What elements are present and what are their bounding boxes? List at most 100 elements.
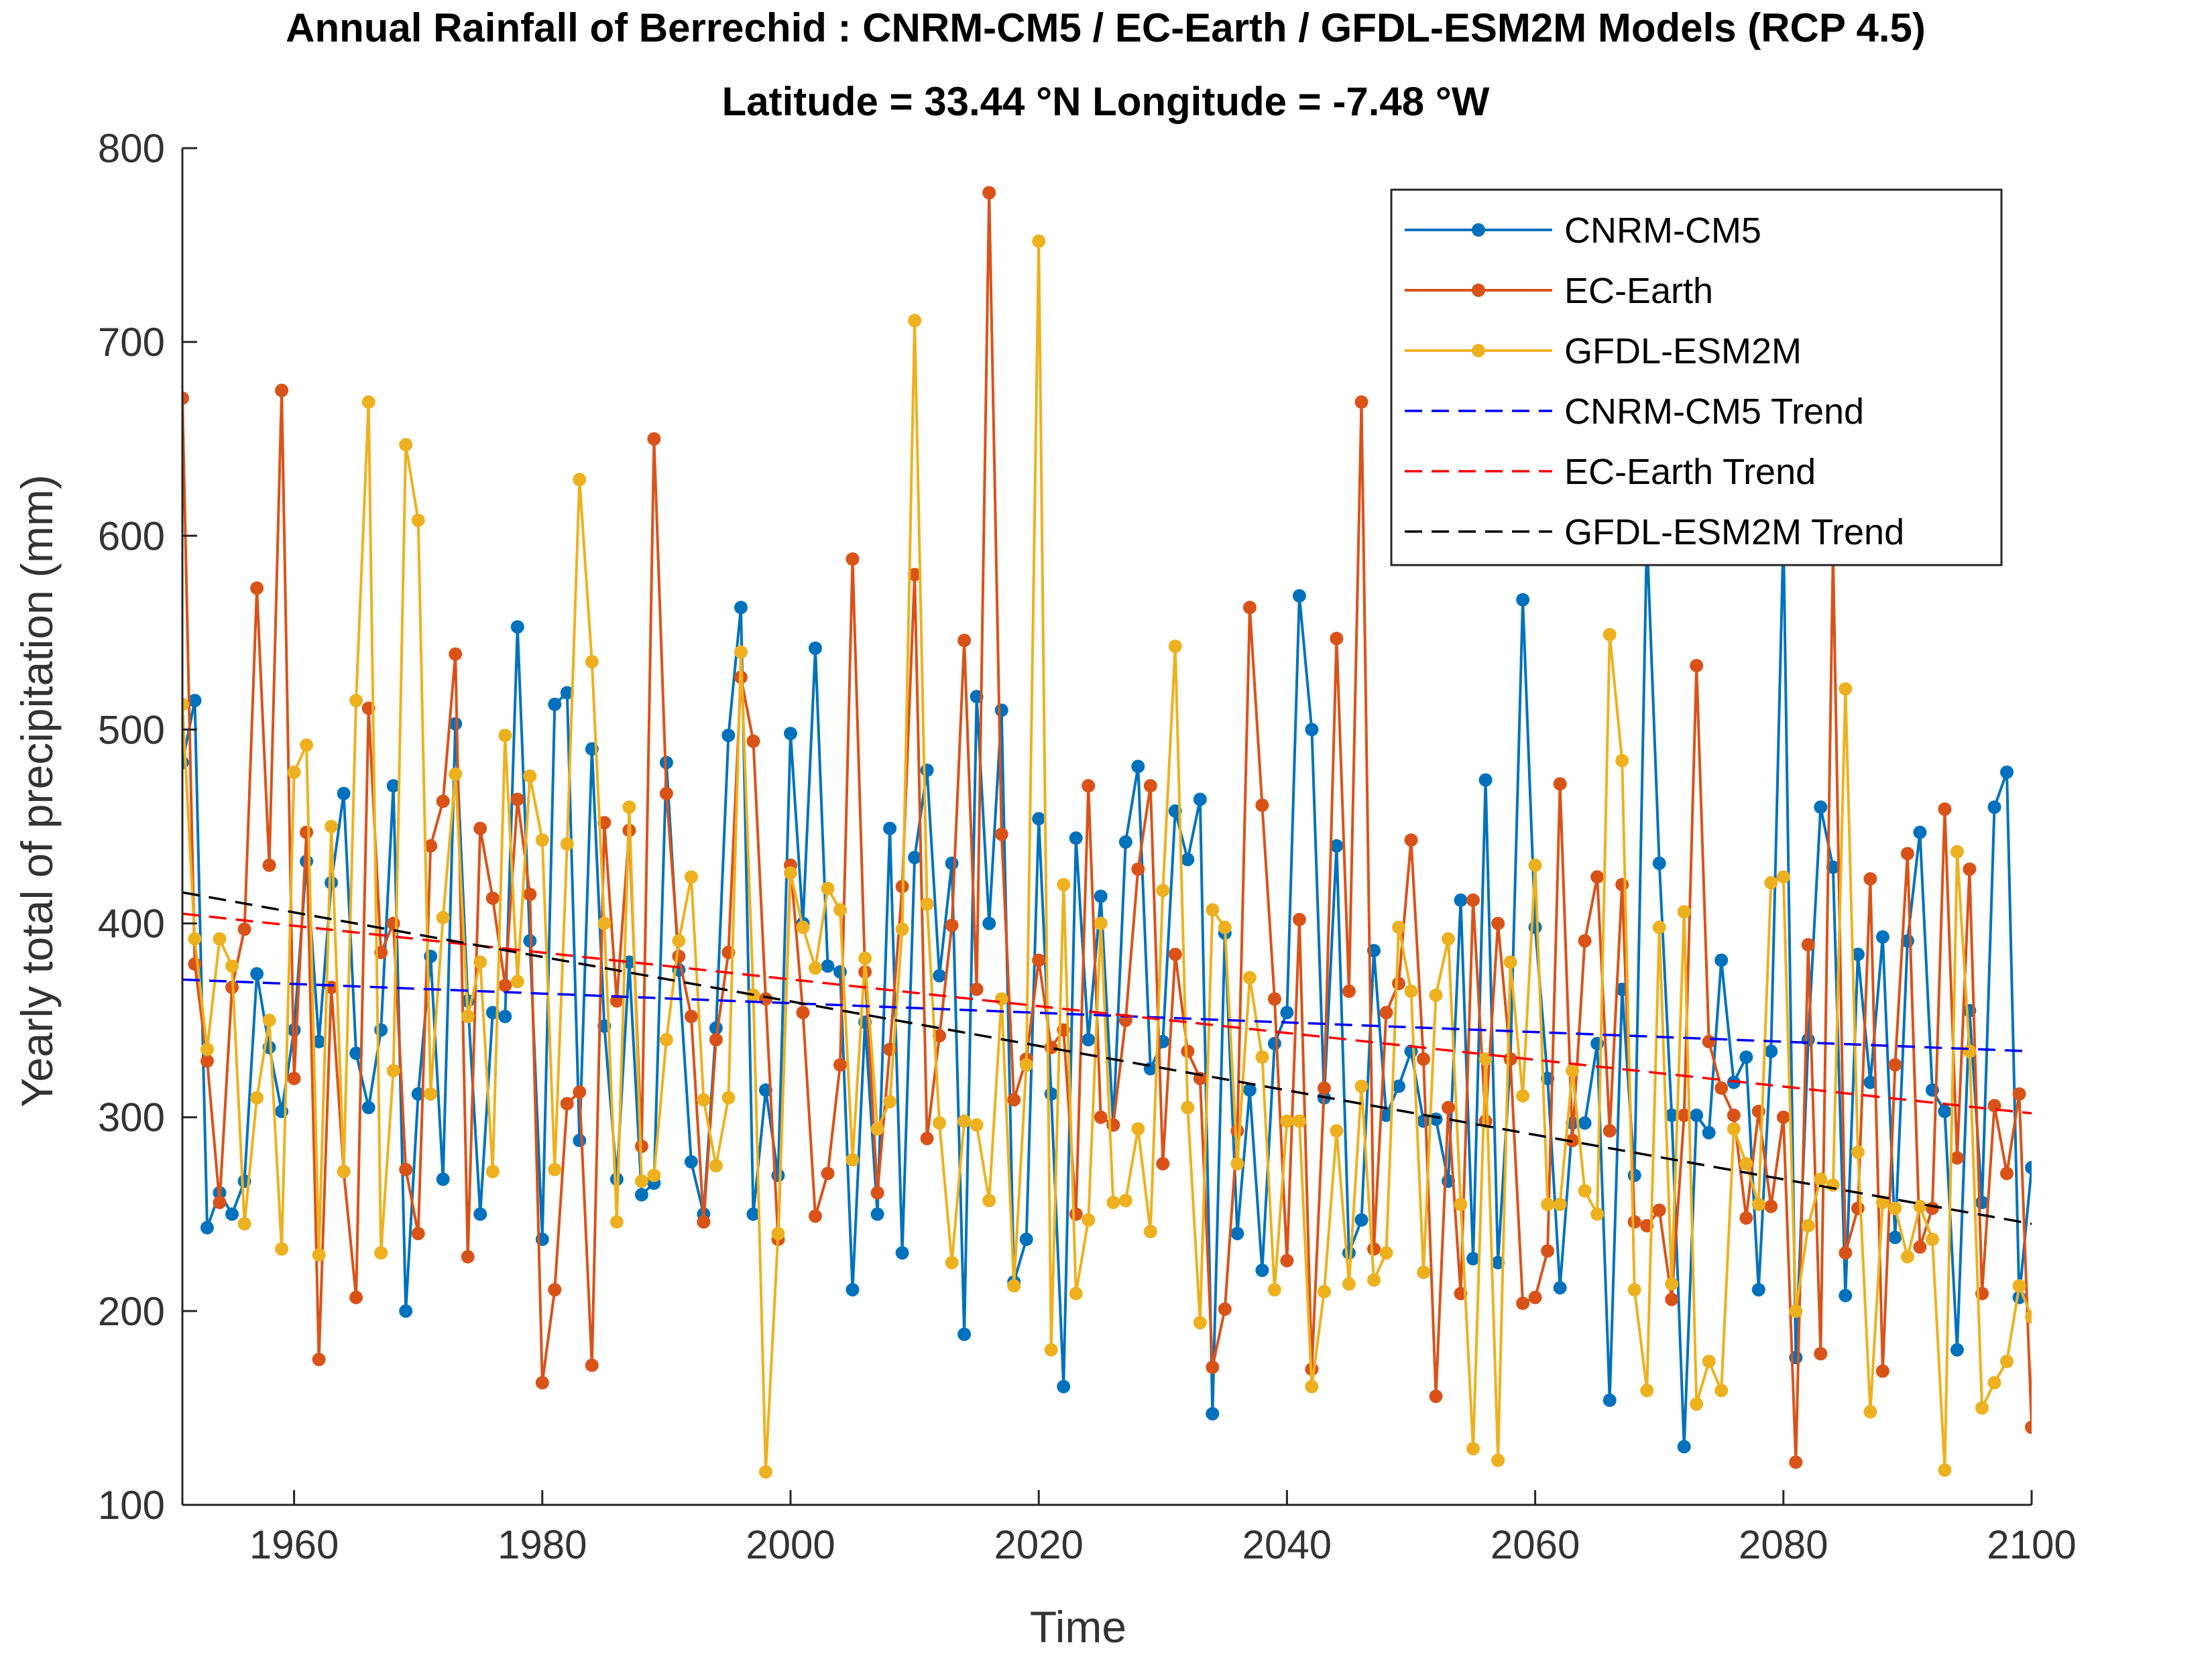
- data-point-gfdl-esm2m: [1875, 1195, 1889, 1209]
- data-point-ec-earth: [213, 1195, 227, 1209]
- data-point-cnrm-cm5: [846, 1283, 860, 1297]
- data-point-ec-earth: [1702, 1034, 1716, 1048]
- data-point-cnrm-cm5: [957, 1327, 972, 1341]
- data-point-cnrm-cm5: [908, 851, 922, 865]
- data-point-ec-earth: [250, 581, 264, 595]
- data-point-cnrm-cm5: [337, 786, 351, 800]
- data-point-gfdl-esm2m: [622, 800, 636, 814]
- data-point-gfdl-esm2m: [1615, 753, 1629, 768]
- data-point-cnrm-cm5: [1082, 1033, 1096, 1047]
- data-point-cnrm-cm5: [809, 641, 822, 655]
- data-point-gfdl-esm2m: [920, 897, 934, 911]
- y-tick-label: 700: [98, 320, 165, 365]
- legend-entry-ec-earth-trend: EC-Earth Trend: [1405, 452, 1816, 492]
- data-point-ec-earth: [237, 922, 251, 936]
- data-point-gfdl-esm2m: [1242, 971, 1257, 985]
- data-point-ec-earth: [573, 1085, 587, 1099]
- data-point-gfdl-esm2m: [957, 1114, 972, 1128]
- data-point-gfdl-esm2m: [1280, 1114, 1294, 1128]
- data-point-cnrm-cm5: [188, 694, 202, 708]
- data-point-gfdl-esm2m: [659, 1033, 673, 1047]
- data-point-ec-earth: [1082, 779, 1096, 793]
- data-point-cnrm-cm5: [498, 1009, 512, 1024]
- data-point-cnrm-cm5: [1454, 893, 1468, 907]
- data-point-gfdl-esm2m: [1218, 920, 1232, 934]
- data-point-gfdl-esm2m: [374, 1246, 388, 1260]
- data-point-cnrm-cm5: [1019, 1232, 1033, 1246]
- data-point-ec-earth: [908, 568, 922, 582]
- data-point-ec-earth: [1875, 1364, 1889, 1378]
- data-point-cnrm-cm5: [945, 856, 959, 870]
- data-point-gfdl-esm2m: [287, 766, 301, 779]
- data-point-gfdl-esm2m: [1652, 920, 1666, 934]
- legend-label-ec-earth-trend: EC-Earth Trend: [1564, 452, 1816, 492]
- data-point-gfdl-esm2m: [1987, 1375, 2001, 1390]
- data-point-ec-earth: [846, 552, 860, 566]
- data-point-cnrm-cm5: [1950, 1343, 1964, 1357]
- data-point-gfdl-esm2m: [1764, 875, 1778, 890]
- data-point-cnrm-cm5: [1466, 1251, 1480, 1266]
- legend-label-cnrm-cm5: CNRM-CM5: [1564, 210, 1761, 251]
- data-point-gfdl-esm2m: [982, 1194, 996, 1207]
- data-point-cnrm-cm5: [1342, 1246, 1356, 1260]
- data-point-cnrm-cm5: [1801, 1033, 1815, 1047]
- data-point-gfdl-esm2m: [461, 1009, 475, 1024]
- data-point-ec-earth: [1280, 1253, 1294, 1268]
- data-point-gfdl-esm2m: [833, 903, 847, 917]
- data-point-ec-earth: [411, 1227, 425, 1241]
- data-point-cnrm-cm5: [386, 779, 400, 793]
- data-point-gfdl-esm2m: [1714, 1384, 1729, 1398]
- data-point-gfdl-esm2m: [1442, 932, 1455, 946]
- data-point-ec-earth: [523, 887, 537, 902]
- data-point-ec-earth: [1900, 847, 1914, 861]
- data-point-gfdl-esm2m: [697, 1093, 711, 1107]
- data-point-cnrm-cm5: [1875, 930, 1889, 944]
- data-point-ec-earth: [262, 858, 276, 872]
- data-point-ec-earth: [1131, 862, 1145, 876]
- data-point-cnrm-cm5: [994, 703, 1008, 717]
- data-point-cnrm-cm5: [510, 620, 524, 634]
- data-point-gfdl-esm2m: [523, 769, 537, 783]
- data-point-gfdl-esm2m: [1627, 1283, 1641, 1297]
- y-tick-label: 300: [98, 1095, 165, 1140]
- data-point-ec-earth: [1242, 601, 1257, 615]
- data-point-gfdl-esm2m: [1354, 1079, 1369, 1093]
- data-point-gfdl-esm2m: [1814, 1172, 1828, 1186]
- data-point-cnrm-cm5: [821, 959, 835, 973]
- data-point-cnrm-cm5: [1230, 1227, 1244, 1241]
- data-point-cnrm-cm5: [1057, 1380, 1071, 1394]
- data-point-gfdl-esm2m: [1541, 1197, 1555, 1211]
- data-point-cnrm-cm5: [1851, 947, 1865, 961]
- data-point-cnrm-cm5: [1987, 800, 2001, 814]
- data-point-gfdl-esm2m: [250, 1091, 264, 1105]
- data-point-ec-earth: [1069, 1207, 1083, 1221]
- data-point-gfdl-esm2m: [485, 1164, 500, 1178]
- data-point-gfdl-esm2m: [548, 1162, 562, 1176]
- data-point-ec-earth: [1143, 779, 1157, 793]
- data-point-gfdl-esm2m: [1851, 1145, 1865, 1159]
- data-point-ec-earth: [709, 1033, 723, 1047]
- data-point-ec-earth: [647, 432, 661, 446]
- data-point-cnrm-cm5: [1826, 860, 1840, 874]
- data-point-ec-earth: [1417, 1052, 1430, 1066]
- data-point-gfdl-esm2m: [2025, 1310, 2032, 1324]
- data-point-cnrm-cm5: [1131, 759, 1145, 774]
- data-point-gfdl-esm2m: [1118, 1194, 1132, 1207]
- data-point-cnrm-cm5: [1044, 1087, 1058, 1101]
- data-point-gfdl-esm2m: [573, 473, 587, 487]
- data-point-gfdl-esm2m: [188, 932, 202, 946]
- data-point-gfdl-esm2m: [1950, 845, 1964, 859]
- data-point-gfdl-esm2m: [2012, 1279, 2026, 1293]
- data-point-gfdl-esm2m: [1702, 1355, 1716, 1368]
- data-point-gfdl-esm2m: [386, 1064, 400, 1078]
- data-point-cnrm-cm5: [1181, 853, 1195, 867]
- data-point-gfdl-esm2m: [1503, 955, 1517, 969]
- legend-marker-gfdl-esm2m: [1472, 344, 1485, 357]
- trend-line-cnrm-cm5-trend: [182, 978, 2032, 1053]
- data-point-gfdl-esm2m: [1367, 1273, 1381, 1287]
- data-point-gfdl-esm2m: [883, 1095, 897, 1109]
- plot-area: [182, 186, 2032, 1479]
- data-point-cnrm-cm5: [1839, 1288, 1853, 1302]
- data-point-gfdl-esm2m: [1491, 1453, 1505, 1467]
